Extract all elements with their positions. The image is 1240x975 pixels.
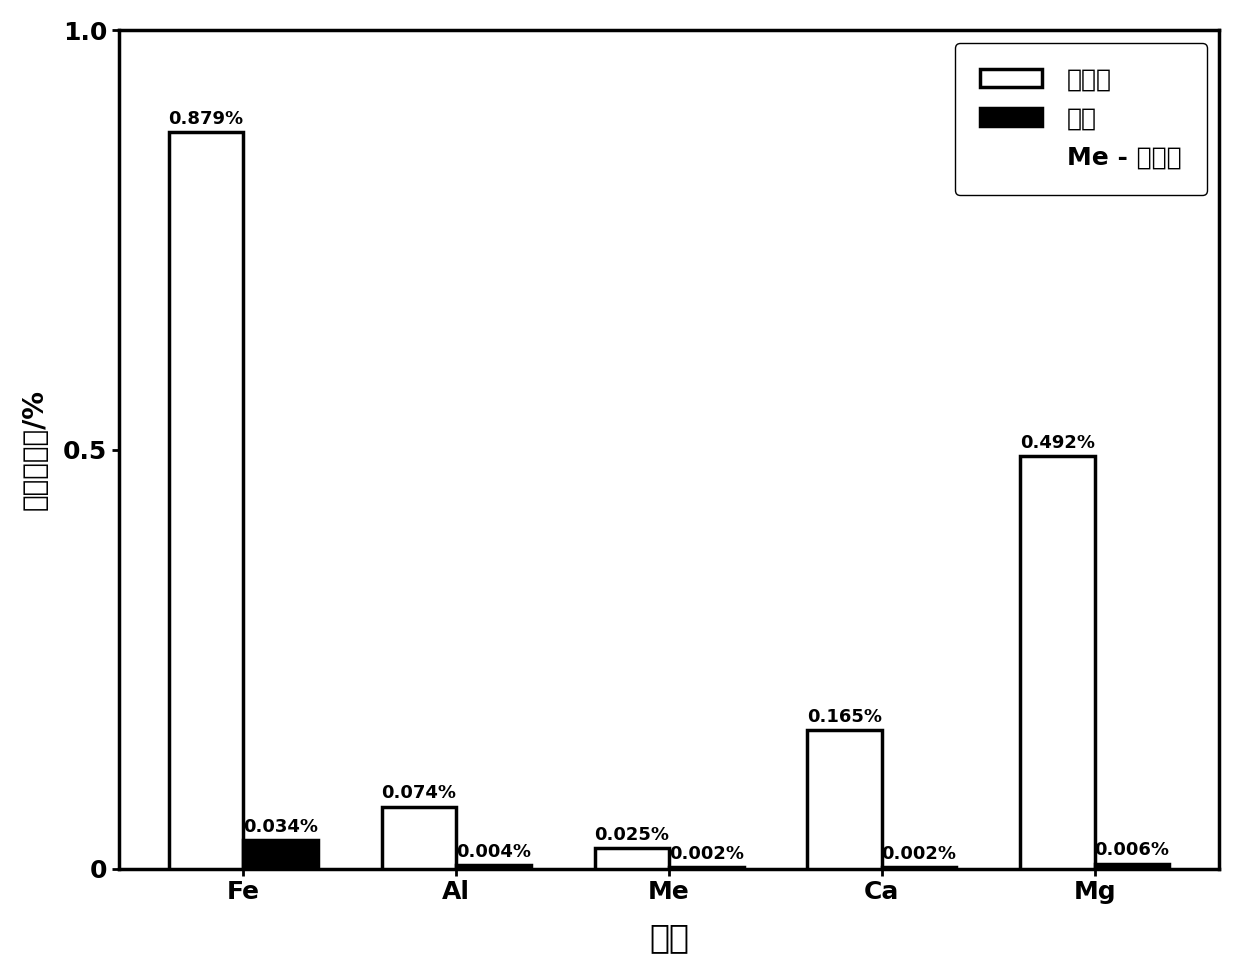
Text: 0.034%: 0.034% — [243, 818, 319, 836]
Bar — [1021, 456, 1095, 869]
Text: 0.165%: 0.165% — [807, 708, 882, 726]
Bar — [882, 867, 956, 869]
Bar — [382, 806, 456, 869]
Bar — [243, 840, 317, 869]
Text: 0.492%: 0.492% — [1021, 434, 1095, 452]
Bar — [169, 132, 243, 869]
Text: 0.006%: 0.006% — [1095, 841, 1169, 860]
Text: 0.074%: 0.074% — [382, 785, 456, 802]
Bar — [1095, 864, 1169, 869]
Text: 0.025%: 0.025% — [594, 826, 670, 843]
Text: 0.002%: 0.002% — [668, 844, 744, 863]
Text: 0.879%: 0.879% — [169, 109, 244, 128]
Bar — [807, 730, 882, 869]
Bar — [594, 847, 670, 869]
X-axis label: 杂质: 杂质 — [649, 921, 689, 955]
Text: 0.004%: 0.004% — [456, 843, 531, 861]
Bar — [456, 866, 531, 869]
Text: 0.002%: 0.002% — [882, 844, 956, 863]
Y-axis label: 含量百分比/%: 含量百分比/% — [21, 389, 48, 510]
Bar — [670, 867, 744, 869]
Legend: 浸出液, 产物, Me - 重金属: 浸出液, 产物, Me - 重金属 — [955, 43, 1207, 195]
